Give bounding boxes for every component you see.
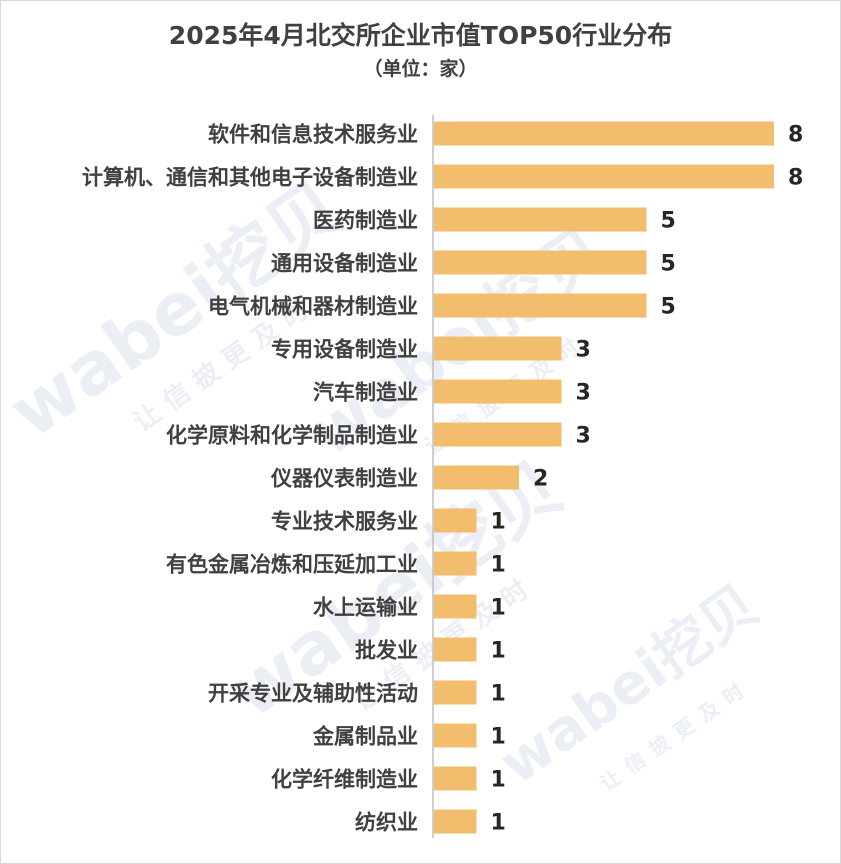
data-label: 3 — [576, 381, 591, 406]
data-label: 1 — [491, 510, 506, 535]
bar — [434, 766, 477, 791]
bar — [434, 121, 774, 146]
category-label: 汽车制造业 — [313, 381, 418, 405]
category-label: 金属制品业 — [312, 725, 418, 749]
bar — [434, 293, 647, 318]
data-label: 5 — [661, 209, 676, 234]
data-label: 3 — [576, 338, 591, 363]
data-label: 1 — [491, 682, 506, 707]
category-label: 专业技术服务业 — [271, 510, 418, 534]
category-label: 仪器仪表制造业 — [270, 467, 418, 491]
category-label: 化学原料和化学制品制造业 — [166, 424, 418, 448]
data-label: 5 — [661, 295, 676, 320]
category-label: 化学纤维制造业 — [271, 768, 418, 792]
bar — [434, 637, 477, 662]
bar — [434, 422, 562, 447]
category-label: 通用设备制造业 — [271, 252, 418, 276]
bar — [434, 551, 477, 576]
bar — [434, 809, 477, 834]
data-label: 1 — [491, 596, 506, 621]
category-label: 软件和信息技术服务业 — [208, 123, 418, 147]
category-label: 水上运输业 — [313, 596, 418, 620]
bar — [434, 508, 477, 533]
category-label: 专用设备制造业 — [271, 338, 418, 362]
data-label: 1 — [491, 553, 506, 578]
category-label: 有色金属冶炼和压延加工业 — [166, 553, 418, 577]
data-label: 1 — [491, 639, 506, 664]
bar — [434, 336, 562, 361]
category-label: 纺织业 — [355, 811, 418, 835]
bars-layer: 软件和信息技术服务业 8 计算机、通信和其他电子设备制造业 8 医药制造业 5 通用设备制造… — [82, 121, 803, 836]
bar — [434, 164, 774, 189]
data-label: 2 — [533, 467, 548, 492]
category-label: 开采专业及辅助性活动 — [208, 682, 418, 706]
bar — [434, 594, 477, 619]
category-label: 计算机、通信和其他电子设备制造业 — [82, 166, 418, 190]
bar — [434, 465, 519, 490]
bar — [434, 379, 562, 404]
data-label: 1 — [491, 768, 506, 793]
data-label: 1 — [491, 725, 506, 750]
data-label: 8 — [788, 166, 803, 191]
bar — [434, 207, 647, 232]
category-label: 电气机械和器材制造业 — [208, 295, 418, 319]
chart-title: 2025年4月北交所企业市值TOP50行业分布 — [168, 21, 673, 50]
data-label: 1 — [491, 811, 506, 836]
bar — [434, 250, 647, 275]
category-label: 医药制造业 — [313, 209, 418, 233]
data-label: 8 — [788, 123, 803, 148]
data-label: 3 — [576, 424, 591, 449]
chart-subtitle: （单位：家） — [363, 58, 478, 80]
bar — [434, 680, 477, 705]
bar — [434, 723, 477, 748]
data-label: 5 — [661, 252, 676, 277]
category-label: 批发业 — [355, 639, 418, 663]
